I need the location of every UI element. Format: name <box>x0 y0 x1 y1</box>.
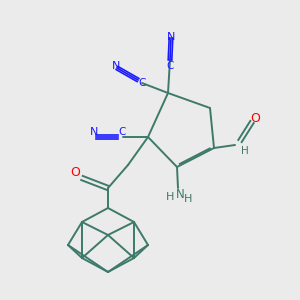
Text: N: N <box>90 127 98 137</box>
Text: N: N <box>167 32 175 42</box>
Text: O: O <box>70 167 80 179</box>
Text: O: O <box>250 112 260 124</box>
Text: N: N <box>112 61 120 71</box>
Text: N: N <box>176 188 184 200</box>
Text: H: H <box>166 192 174 202</box>
Text: C: C <box>166 61 174 71</box>
Text: H: H <box>241 146 249 156</box>
Text: H: H <box>184 194 192 204</box>
Text: C: C <box>138 78 146 88</box>
Text: C: C <box>118 127 126 137</box>
